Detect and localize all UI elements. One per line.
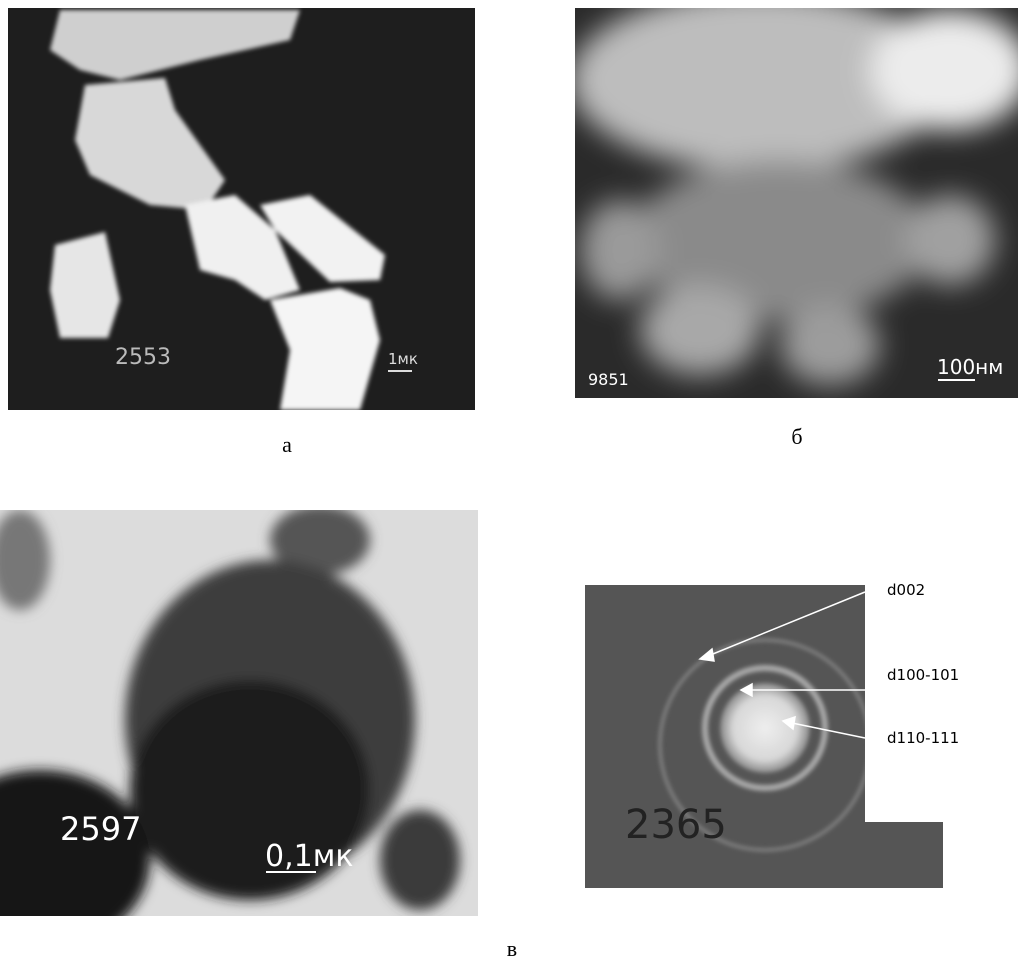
image-id: 2365 (625, 802, 727, 848)
scale-bar-label: 1мк (388, 350, 418, 368)
panel-caption: в (507, 936, 517, 960)
ring-label: d002 (887, 581, 925, 599)
panel-caption: б (791, 424, 802, 449)
figure: 2553 1мк а 9851 100нм б 2597 (0, 0, 1024, 960)
panel-caption: а (282, 432, 292, 457)
image-id: 2597 (60, 810, 141, 848)
scale-bar-label: 0,1мк (265, 839, 353, 874)
scale-bar-label: 100нм (937, 355, 1003, 379)
ring-label: d110-111 (887, 729, 959, 747)
micrograph-a: 2553 1мк (8, 8, 475, 410)
micrograph-c: 2597 0,1мк (0, 505, 478, 950)
ring-label: d100-101 (887, 666, 959, 684)
micrograph-b: 9851 100нм (570, 0, 1024, 398)
image-id: 9851 (588, 370, 629, 389)
image-id: 2553 (115, 345, 171, 370)
